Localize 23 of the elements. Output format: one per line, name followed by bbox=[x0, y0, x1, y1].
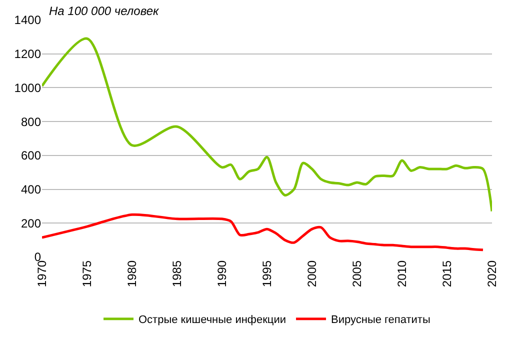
y-tick-label: 1200 bbox=[14, 47, 42, 62]
x-tick-label: 1970 bbox=[34, 260, 49, 288]
y-tick-label: 400 bbox=[20, 182, 42, 196]
x-tick-label: 2005 bbox=[350, 260, 364, 288]
x-tick-label: 2000 bbox=[304, 260, 319, 288]
y-tick-label: 600 bbox=[20, 148, 42, 163]
y-tick-label: 800 bbox=[20, 114, 42, 129]
x-tick-label: 1975 bbox=[80, 260, 94, 288]
legend-label: Вирусные гепатиты bbox=[331, 314, 430, 326]
x-tick-label: 2020 bbox=[484, 260, 499, 288]
y-tick-label: 1400 bbox=[14, 13, 42, 28]
x-tick-label: 2010 bbox=[394, 260, 409, 288]
y-tick-label: 1000 bbox=[14, 80, 42, 95]
y-tick-label: 200 bbox=[20, 216, 42, 230]
y-axis-title: На 100 000 человек bbox=[49, 4, 160, 18]
x-tick-label: 1985 bbox=[170, 260, 184, 288]
x-tick-label: 1980 bbox=[124, 260, 139, 288]
x-tick-label: 1990 bbox=[214, 260, 229, 288]
line-series bbox=[42, 37, 492, 213]
x-tick-label: 2015 bbox=[440, 260, 454, 288]
legend-label: Острые кишечные инфекции bbox=[138, 314, 286, 326]
line-series bbox=[42, 213, 484, 252]
x-tick-label: 1995 bbox=[260, 260, 274, 288]
